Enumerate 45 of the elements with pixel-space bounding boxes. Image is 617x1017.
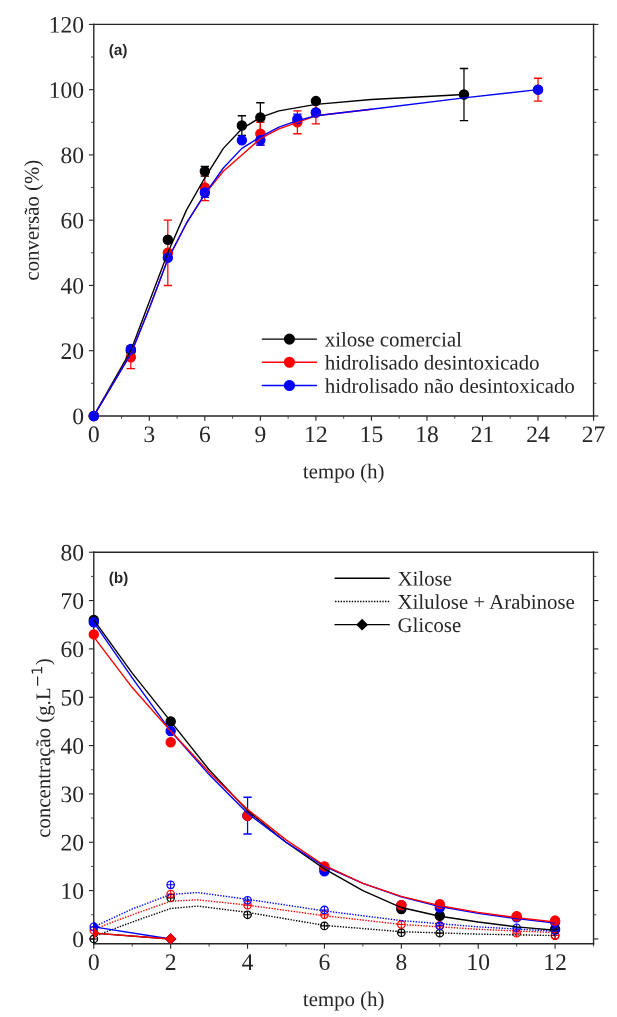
y-tick-label: 70 bbox=[62, 593, 84, 609]
legend-label: Xilulose + Arabinose bbox=[398, 594, 575, 609]
legend-label: Xilose bbox=[398, 571, 452, 586]
x-tick-label: 21 bbox=[471, 426, 493, 443]
y-tick-label: 60 bbox=[61, 212, 84, 229]
x-tick-label: 2 bbox=[165, 954, 176, 970]
x-tick-label: 12 bbox=[306, 426, 327, 443]
y-tick-label: 120 bbox=[50, 16, 84, 33]
y-tick-label: 0 bbox=[73, 408, 84, 425]
y-tick-label: 40 bbox=[60, 738, 84, 755]
x-tick-label: 27 bbox=[582, 426, 605, 443]
y-tick-label: 80 bbox=[61, 147, 84, 164]
x-tick-label: 24 bbox=[527, 426, 550, 443]
y-tick-label: 20 bbox=[61, 834, 84, 851]
x-tick-label: 8 bbox=[396, 954, 407, 971]
y-tick-label: 10 bbox=[62, 883, 84, 900]
y-tick-label: 20 bbox=[61, 343, 84, 360]
y-axis-title: conversão (%) bbox=[24, 160, 44, 280]
x-axis-title: tempo (h) bbox=[303, 991, 384, 1011]
x-tick-label: 0 bbox=[88, 426, 99, 443]
legend-label: hidrolisado não desintoxicado bbox=[325, 378, 574, 393]
y-tick-label: 80 bbox=[61, 544, 84, 561]
annotation: (a) bbox=[109, 43, 127, 59]
x-tick-label: 3 bbox=[144, 426, 155, 443]
legend-label: hidrolisado desintoxicado bbox=[325, 355, 539, 370]
x-tick-label: 18 bbox=[417, 426, 438, 443]
y-tick-label: 40 bbox=[60, 277, 84, 294]
x-tick-label: 6 bbox=[319, 954, 330, 971]
y-tick-label: 100 bbox=[50, 82, 84, 99]
x-tick-label: 0 bbox=[88, 954, 99, 971]
x-tick-label: 12 bbox=[545, 954, 566, 970]
y-tick-label: 50 bbox=[61, 689, 84, 706]
y-tick-label: 30 bbox=[61, 786, 84, 803]
y-axis-title: concentração (g.L$^{−1}$) bbox=[31, 659, 55, 837]
legend-label: Glicose bbox=[398, 617, 461, 633]
y-tick-label: 0 bbox=[73, 931, 84, 948]
legend-label: xilose comercial bbox=[325, 331, 462, 347]
annotation: (b) bbox=[109, 571, 128, 587]
y-tick-label: 60 bbox=[61, 641, 84, 658]
x-tick-label: 10 bbox=[468, 954, 490, 971]
x-tick-label: 4 bbox=[242, 954, 254, 970]
x-axis-title: tempo (h) bbox=[303, 463, 384, 483]
x-tick-label: 6 bbox=[199, 426, 211, 443]
x-tick-label: 9 bbox=[255, 426, 266, 443]
x-tick-label: 15 bbox=[361, 426, 383, 443]
